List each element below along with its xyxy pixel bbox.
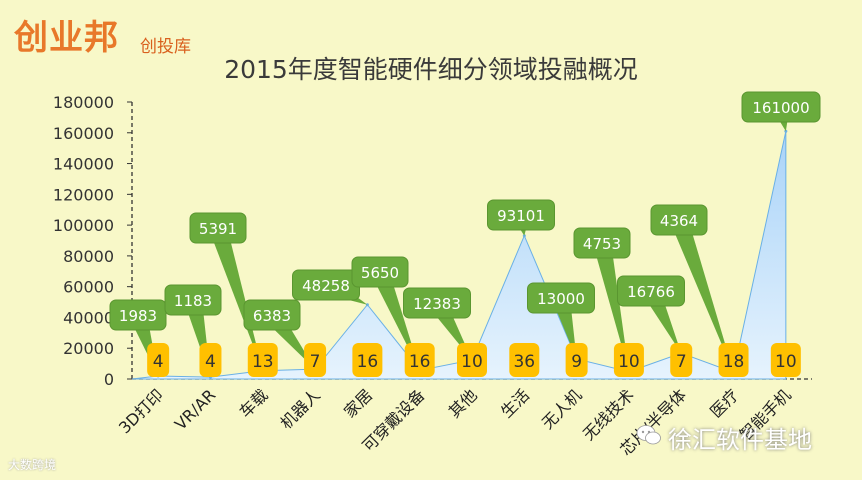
count-label: 7 — [676, 352, 687, 372]
count-label: 4 — [153, 352, 164, 372]
callout-label: 5650 — [361, 264, 399, 282]
count-badge — [718, 343, 749, 377]
count-label: 16 — [409, 352, 431, 372]
brand-subtitle: 创投库 — [140, 37, 191, 57]
count-label: 10 — [461, 352, 483, 372]
y-tick-label: 40000 — [63, 308, 114, 327]
count-label: 10 — [618, 352, 640, 372]
count-badge — [352, 343, 383, 377]
callout-box — [487, 199, 555, 231]
callout-box — [527, 282, 595, 314]
y-tick-label: 0 — [104, 370, 114, 389]
count-label: 36 — [513, 352, 535, 372]
callout-label: 13000 — [537, 290, 585, 308]
x-tick-label: 医疗 — [706, 385, 742, 421]
y-tick-label: 160000 — [53, 124, 114, 143]
callout-box — [403, 287, 471, 319]
y-tick-label: 100000 — [53, 216, 114, 235]
callout-label: 16766 — [627, 283, 675, 301]
x-tick-label: 3D打印 — [115, 385, 167, 437]
brand-logo: 创业邦 — [14, 18, 119, 58]
count-badge — [199, 343, 222, 377]
callout-box — [243, 299, 301, 331]
count-badge — [613, 343, 644, 377]
x-tick-label: 机器人 — [277, 385, 324, 432]
callout-box — [189, 212, 247, 244]
callout-label: 1983 — [119, 307, 157, 325]
y-tick-label: 20000 — [63, 339, 114, 358]
callout-pointer — [593, 241, 629, 372]
y-tick-label: 120000 — [53, 185, 114, 204]
count-label: 13 — [252, 352, 274, 372]
callout-pointer — [209, 225, 263, 371]
callout-box — [109, 299, 167, 331]
count-badge — [565, 343, 588, 377]
callout-box — [573, 227, 631, 259]
y-tick-label: 80000 — [63, 247, 114, 266]
count-label: 7 — [310, 352, 321, 372]
count-badge — [147, 343, 170, 377]
callout-box — [741, 91, 821, 123]
x-tick-label: 车载 — [236, 385, 272, 421]
x-tick-label: VR/AR — [171, 385, 219, 433]
callout-box — [164, 284, 222, 316]
x-tick-label: 生活 — [497, 385, 533, 421]
callout-label: 1183 — [174, 292, 212, 310]
count-badge — [509, 343, 540, 377]
callout-label: 93101 — [497, 207, 545, 225]
y-tick-label: 140000 — [53, 155, 114, 174]
watermark-left: 大数跨境 — [8, 458, 57, 472]
count-label: 18 — [723, 352, 745, 372]
y-tick-label: 180000 — [53, 93, 114, 112]
callout-box — [351, 256, 409, 288]
callout-pointer — [670, 216, 734, 373]
wechat-icon — [636, 425, 661, 445]
count-label: 10 — [775, 352, 797, 372]
count-badge — [247, 343, 278, 377]
x-tick-label: 无人机 — [538, 385, 585, 432]
callout-label: 5391 — [199, 220, 237, 238]
count-badge — [404, 343, 435, 377]
callout-label: 12383 — [413, 295, 461, 313]
callout-label: 161000 — [752, 99, 809, 117]
callout-label: 6383 — [253, 307, 291, 325]
series-area — [131, 131, 787, 380]
x-tick-label: 家居 — [340, 385, 376, 421]
callout-box — [650, 204, 708, 236]
callout-label: 4364 — [660, 212, 698, 230]
callout-box — [617, 275, 685, 307]
chart-title: 2015年度智能硬件细分领域投融概况 — [224, 55, 638, 84]
count-label: 4 — [205, 352, 216, 372]
count-label: 16 — [357, 352, 379, 372]
watermark-right: 徐汇软件基地 — [668, 426, 812, 454]
x-tick-label: 其他 — [445, 385, 481, 421]
count-badge — [670, 343, 693, 377]
callout-label: 48258 — [302, 277, 350, 295]
y-tick-label: 60000 — [63, 278, 114, 297]
count-label: 9 — [571, 352, 582, 372]
count-badge — [457, 343, 487, 377]
count-badge — [304, 343, 327, 377]
callout-label: 4753 — [583, 235, 621, 253]
count-badge — [770, 343, 801, 377]
